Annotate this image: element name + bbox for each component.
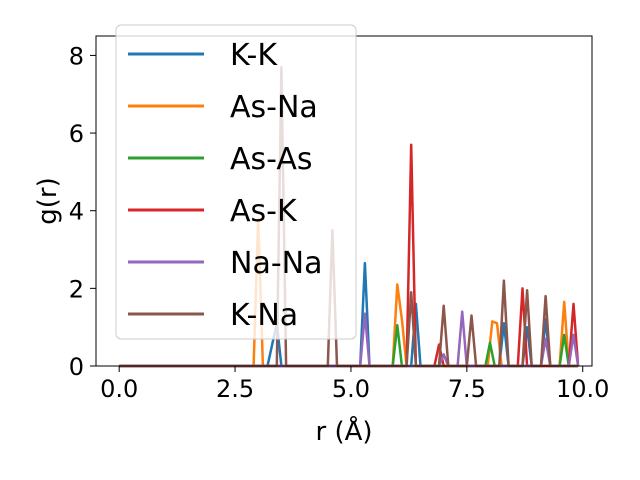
y-tick-label: 4 [69, 198, 84, 226]
y-tick-label: 8 [69, 42, 84, 70]
series-line-as-as [119, 323, 579, 368]
x-tick-label: 0.0 [100, 375, 138, 403]
x-tick-label: 7.5 [448, 375, 486, 403]
legend-entry-label: Na-Na [230, 246, 322, 281]
y-axis-ticks: 0 2 4 6 8 [69, 42, 96, 381]
x-axis-ticks: 0.0 2.5 5.0 7.5 10.0 [100, 366, 609, 403]
y-axis-label: g(r) [33, 177, 63, 224]
y-tick-label: 0 [69, 353, 84, 381]
legend-entry-label: K-K [230, 38, 278, 73]
y-tick-label: 6 [69, 120, 84, 148]
legend-entry-label: As-Na [230, 90, 318, 125]
x-axis-label: r (Å) [315, 415, 372, 447]
x-tick-label: 10.0 [556, 375, 609, 403]
legend-entry-label: As-K [230, 194, 298, 229]
y-tick-label: 2 [69, 275, 84, 303]
legend-entry-label: K-Na [230, 298, 298, 333]
x-tick-label: 5.0 [332, 375, 370, 403]
legend-entry-label: As-As [230, 142, 312, 177]
legend: K-K As-Na As-As As-K Na-Na K-Na [115, 24, 357, 340]
x-tick-label: 2.5 [216, 375, 254, 403]
